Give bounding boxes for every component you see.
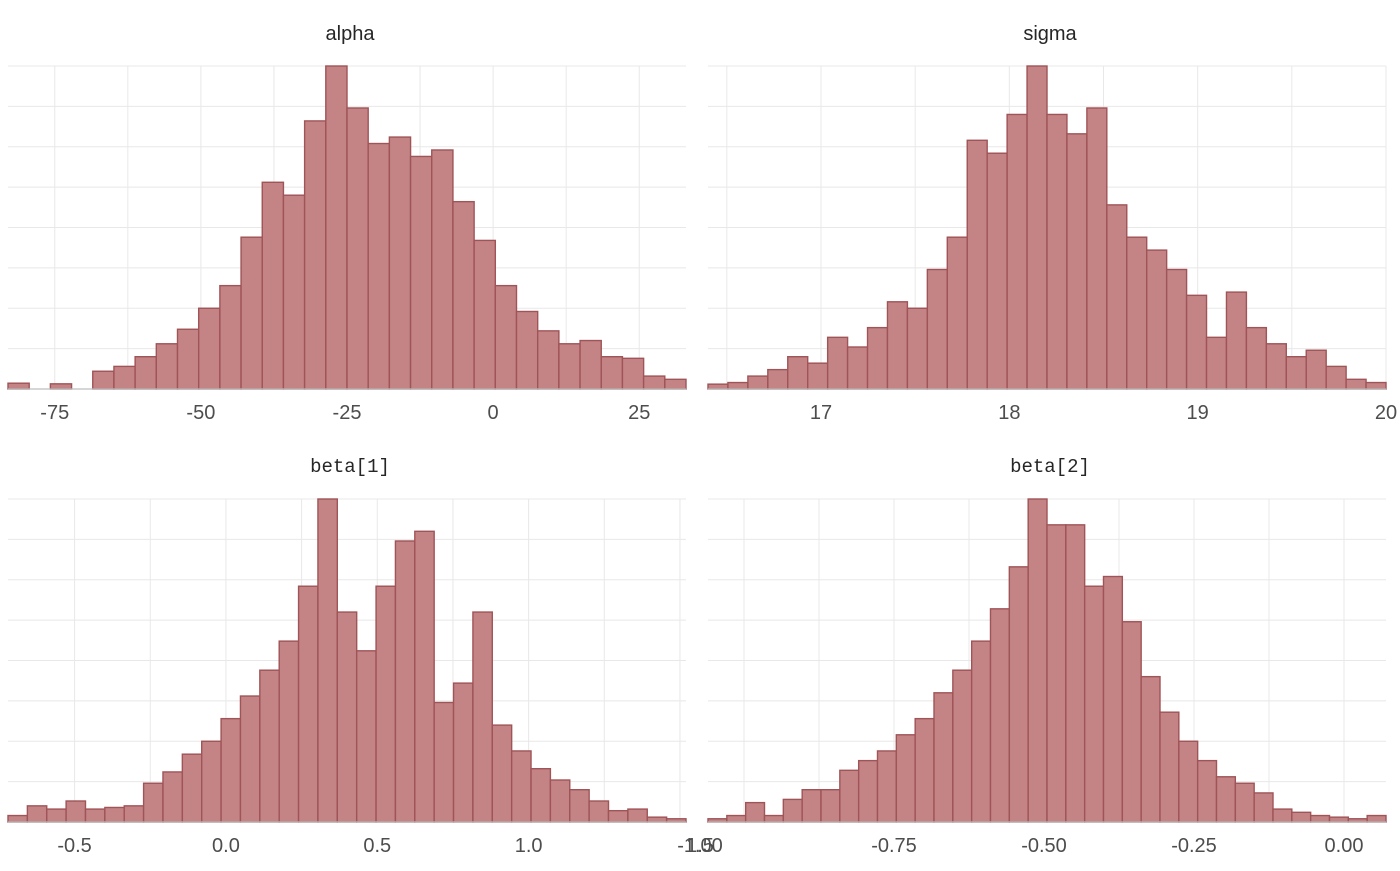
svg-text:-50: -50: [186, 402, 215, 424]
svg-text:-0.5: -0.5: [57, 835, 91, 857]
svg-text:0: 0: [488, 402, 499, 424]
svg-text:1.0: 1.0: [515, 835, 543, 857]
svg-text:17: 17: [810, 402, 832, 424]
svg-text:20: 20: [1375, 402, 1397, 424]
svg-text:-0.25: -0.25: [1171, 835, 1217, 857]
svg-text:-1.00: -1.00: [677, 835, 723, 857]
svg-text:0.00: 0.00: [1325, 835, 1364, 857]
svg-text:25: 25: [628, 402, 650, 424]
svg-text:0.5: 0.5: [363, 835, 391, 857]
svg-text:-0.75: -0.75: [871, 835, 917, 857]
svg-text:-75: -75: [40, 402, 69, 424]
svg-text:-25: -25: [333, 402, 362, 424]
svg-text:-0.50: -0.50: [1021, 835, 1067, 857]
svg-text:18: 18: [998, 402, 1020, 424]
svg-text:19: 19: [1187, 402, 1209, 424]
svg-text:0.0: 0.0: [212, 835, 240, 857]
